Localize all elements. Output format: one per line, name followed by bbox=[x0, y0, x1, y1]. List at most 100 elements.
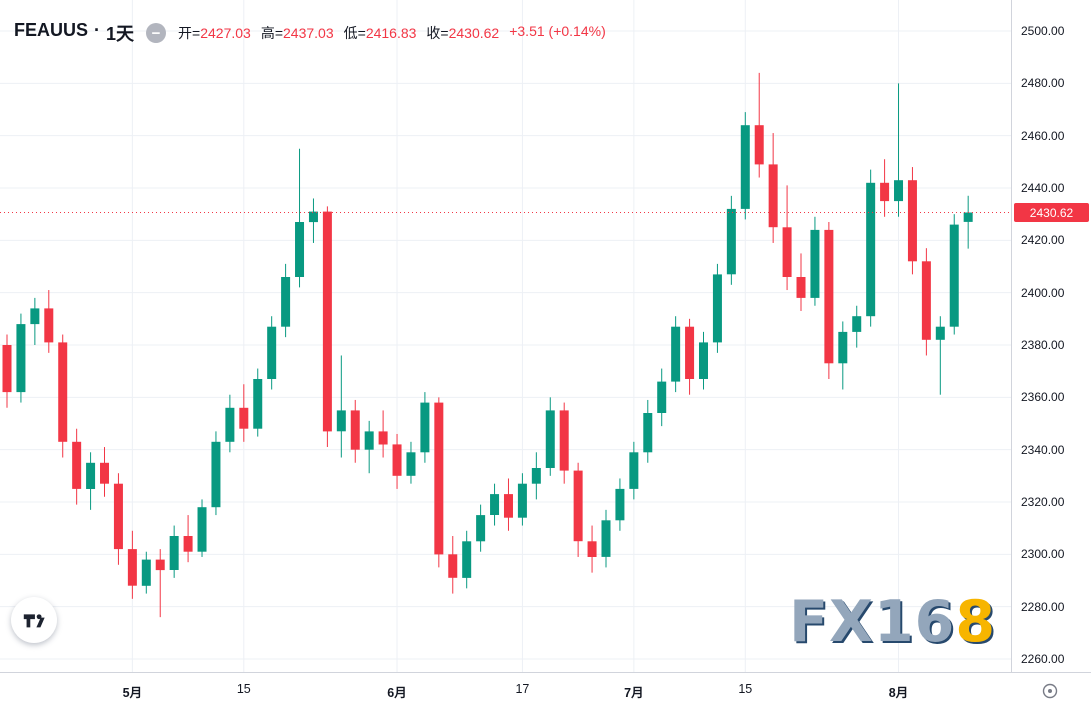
candlestick-chart[interactable] bbox=[0, 0, 1011, 672]
candle[interactable] bbox=[726, 195, 736, 285]
candle[interactable] bbox=[72, 428, 82, 505]
candle[interactable] bbox=[517, 473, 527, 526]
symbol-title[interactable]: FEAUUS · 1天 bbox=[14, 20, 134, 46]
candle[interactable] bbox=[907, 167, 917, 275]
time-axis-label: 15 bbox=[236, 682, 251, 696]
candle[interactable] bbox=[364, 420, 374, 474]
candle[interactable] bbox=[448, 536, 458, 594]
candle[interactable] bbox=[127, 530, 137, 599]
candle-body bbox=[935, 326, 945, 340]
candle[interactable] bbox=[685, 318, 695, 395]
candle[interactable] bbox=[949, 214, 959, 335]
candle-body bbox=[155, 559, 165, 571]
candle[interactable] bbox=[308, 198, 318, 243]
candle[interactable] bbox=[100, 447, 110, 497]
candle[interactable] bbox=[392, 433, 402, 489]
candle[interactable] bbox=[712, 263, 722, 353]
candle[interactable] bbox=[113, 473, 123, 565]
candle[interactable] bbox=[434, 397, 444, 568]
symbol-name: FEAUUS bbox=[14, 20, 89, 40]
candle[interactable] bbox=[378, 410, 388, 458]
candle[interactable] bbox=[838, 321, 848, 390]
candle[interactable] bbox=[155, 549, 165, 618]
candle[interactable] bbox=[2, 334, 12, 408]
axis-settings-icon[interactable] bbox=[1040, 681, 1060, 701]
candle[interactable] bbox=[44, 290, 54, 353]
candle[interactable] bbox=[880, 159, 890, 217]
candle[interactable] bbox=[16, 313, 26, 403]
candle[interactable] bbox=[406, 441, 416, 484]
candle[interactable] bbox=[671, 316, 681, 393]
candle[interactable] bbox=[615, 478, 625, 531]
candle[interactable] bbox=[629, 441, 639, 500]
candle[interactable] bbox=[239, 384, 249, 442]
candle-body bbox=[58, 342, 68, 442]
candle[interactable] bbox=[601, 509, 611, 568]
candle[interactable] bbox=[30, 297, 40, 345]
candle[interactable] bbox=[476, 504, 486, 552]
collapse-icon[interactable]: − bbox=[146, 23, 167, 43]
candle[interactable] bbox=[86, 452, 96, 510]
candle[interactable] bbox=[935, 316, 945, 395]
symbol-header: FEAUUS · 1天 − 开=2427.03 高=2437.03 低=2416… bbox=[14, 20, 606, 46]
candle[interactable] bbox=[810, 216, 820, 306]
candle[interactable] bbox=[336, 355, 346, 458]
price-tick-label: 2400.00 bbox=[1021, 285, 1065, 300]
candle[interactable] bbox=[197, 499, 207, 557]
candle[interactable] bbox=[225, 394, 235, 453]
candle[interactable] bbox=[866, 169, 876, 327]
price-axis[interactable]: 2430.62 2500.00 2480.00 2460.00 2440.00 2420… bbox=[1011, 0, 1091, 709]
candle[interactable] bbox=[963, 195, 973, 249]
candle[interactable] bbox=[420, 392, 430, 463]
candle-body bbox=[141, 559, 151, 586]
candle[interactable] bbox=[768, 133, 778, 243]
candle[interactable] bbox=[643, 399, 653, 463]
candle[interactable] bbox=[531, 452, 541, 500]
tradingview-logo[interactable] bbox=[11, 597, 57, 643]
candle[interactable] bbox=[545, 397, 555, 476]
candle[interactable] bbox=[183, 515, 193, 563]
candle-body bbox=[726, 208, 736, 275]
candle-body bbox=[127, 549, 137, 586]
ohlc-readout: 开=2427.03 高=2437.03 低=2416.83 收=2430.62 … bbox=[178, 23, 606, 43]
candle-body bbox=[462, 541, 472, 578]
candle-body bbox=[336, 410, 346, 432]
ohlc-open: 开=2427.03 bbox=[178, 25, 251, 41]
candle[interactable] bbox=[503, 478, 513, 531]
candle[interactable] bbox=[141, 551, 151, 594]
candle[interactable] bbox=[740, 112, 750, 220]
interval-label: 1天 bbox=[106, 24, 135, 44]
candle[interactable] bbox=[169, 525, 179, 578]
candle-body bbox=[281, 277, 291, 327]
candle[interactable] bbox=[796, 253, 806, 311]
price-tick-label: 2360.00 bbox=[1021, 390, 1065, 405]
target-circle-icon bbox=[1042, 683, 1058, 699]
candle[interactable] bbox=[58, 334, 68, 458]
candle[interactable] bbox=[281, 263, 291, 338]
candle[interactable] bbox=[754, 72, 764, 178]
candle[interactable] bbox=[490, 483, 500, 526]
candle[interactable] bbox=[852, 305, 862, 348]
candle-body bbox=[476, 515, 486, 542]
candle[interactable] bbox=[295, 148, 305, 288]
candle[interactable] bbox=[559, 402, 569, 484]
time-axis-label: 5月 bbox=[122, 686, 143, 700]
candle[interactable] bbox=[894, 83, 904, 217]
candle[interactable] bbox=[253, 368, 263, 437]
time-axis[interactable]: 5月 15 6月 17 7月 15 8月 bbox=[0, 672, 1091, 709]
candle[interactable] bbox=[824, 222, 834, 380]
candle-body bbox=[685, 326, 695, 379]
price-tick-label: 2480.00 bbox=[1021, 76, 1065, 91]
candle[interactable] bbox=[322, 206, 332, 448]
candle[interactable] bbox=[699, 331, 708, 390]
candle[interactable] bbox=[462, 530, 472, 589]
time-axis-label: 15 bbox=[738, 682, 753, 696]
candle[interactable] bbox=[267, 316, 277, 390]
candle[interactable] bbox=[657, 368, 667, 427]
candle[interactable] bbox=[921, 248, 931, 356]
candle[interactable] bbox=[350, 399, 360, 463]
candle[interactable] bbox=[211, 431, 221, 516]
candle[interactable] bbox=[573, 462, 583, 557]
candle[interactable] bbox=[782, 185, 792, 291]
candle[interactable] bbox=[587, 525, 597, 573]
